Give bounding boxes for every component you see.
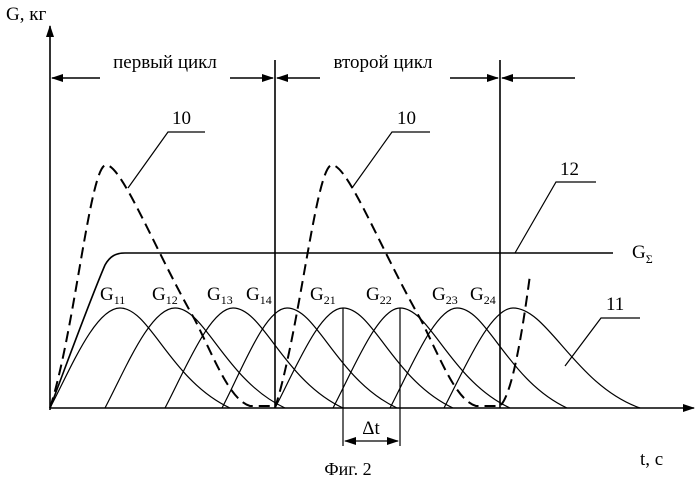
callout-label-12: 12 bbox=[560, 159, 579, 180]
second-cycle-label: второй цикл bbox=[333, 52, 433, 73]
callout-label-10-first: 10 bbox=[172, 108, 191, 129]
pulse-label-g22: G22 bbox=[366, 284, 392, 307]
pulse-label-g24: G24 bbox=[470, 284, 496, 307]
pulse-label-g21: G21 bbox=[310, 284, 336, 307]
pulse-label-g13: G13 bbox=[207, 284, 233, 307]
pulse-curve-g14 bbox=[222, 308, 397, 408]
first-cycle-label: первый цикл bbox=[113, 52, 217, 73]
delta-t-label: Δt bbox=[362, 418, 380, 439]
pulse-curve-g13 bbox=[165, 308, 343, 408]
y-axis-label: G, кг bbox=[6, 4, 46, 25]
pulse-label-g23: G23 bbox=[432, 284, 458, 307]
callout-label-11: 11 bbox=[606, 294, 624, 315]
figure-caption: Фиг. 2 bbox=[324, 459, 371, 479]
x-axis-label: t, с bbox=[640, 449, 663, 470]
total-flow-curve bbox=[50, 253, 613, 408]
pulse-label-g12: G12 bbox=[152, 284, 178, 307]
pulse-label-g11: G11 bbox=[100, 284, 125, 307]
pulse-label-g14: G14 bbox=[246, 284, 272, 307]
callout-leader-10-second bbox=[352, 132, 430, 188]
callout-leader-12 bbox=[515, 182, 596, 253]
callout-leader-11 bbox=[565, 318, 640, 366]
callout-label-10-second: 10 bbox=[397, 108, 416, 129]
total-flow-label: GΣ bbox=[632, 242, 653, 266]
callout-leader-10-first bbox=[128, 132, 205, 188]
pulse-curve-g21 bbox=[275, 308, 453, 408]
pulse-curve-g11 bbox=[50, 308, 230, 408]
